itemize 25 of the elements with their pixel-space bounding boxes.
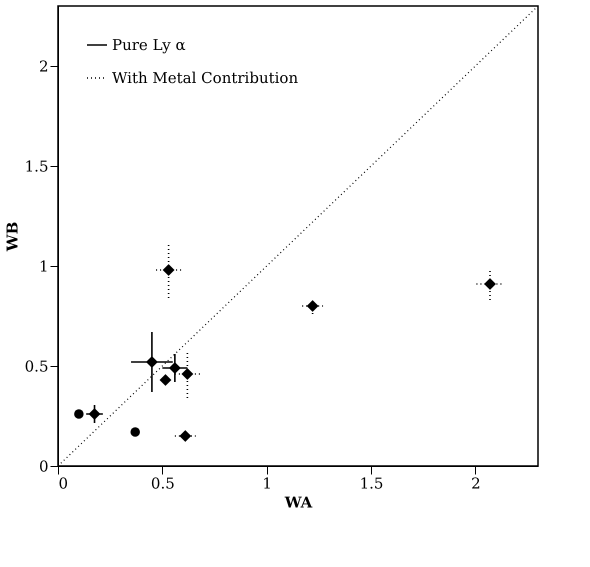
point (130, 427, 140, 437)
point (162, 264, 175, 276)
x-tick-label: 1 (262, 474, 272, 492)
y-tick-label: 1 (38, 258, 48, 276)
point (306, 300, 319, 312)
point (146, 356, 158, 368)
x-tick-label: 0 (58, 474, 68, 492)
point (160, 374, 172, 386)
x-axis-title: WA (284, 494, 313, 512)
point (74, 409, 84, 419)
y-axis-title: WB (4, 222, 22, 252)
legend-label: Pure Ly α (112, 36, 186, 54)
x-tick-label: 2 (471, 474, 481, 492)
point (88, 408, 100, 420)
point (168, 362, 181, 374)
y-tick-label: 0.5 (24, 358, 48, 376)
y-tick-label: 2 (38, 58, 48, 76)
point (484, 278, 496, 290)
y-tick-label: 0 (38, 458, 48, 476)
y-tick-label: 1.5 (24, 158, 48, 176)
point (179, 430, 192, 442)
point (181, 368, 194, 380)
x-tick-label: 0.5 (150, 474, 175, 492)
x-tick-label: 1.5 (360, 474, 384, 492)
legend-label: With Metal Contribution (112, 69, 298, 87)
